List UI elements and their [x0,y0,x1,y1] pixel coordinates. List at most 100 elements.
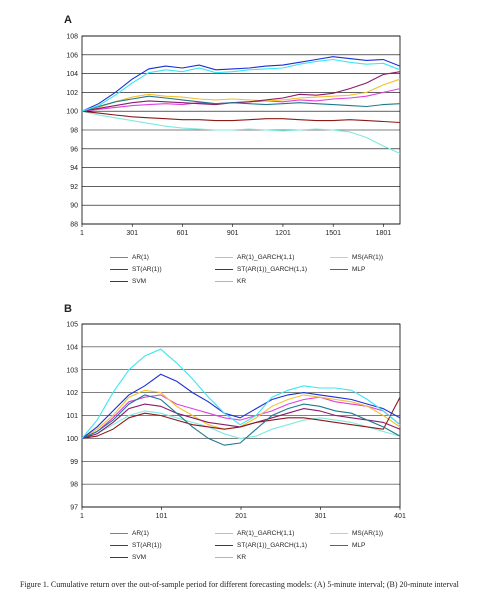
legend-label: MLP [352,266,366,273]
chart-a-x-tick-label: 1501 [325,230,341,237]
chart-a-series-st-ar-1 [81,71,401,112]
legend-label: KR [237,278,247,285]
chart-b-y-tick-label: 99 [70,459,78,466]
chart-a-legend-item-st-ar-1-garch-1-1: ST(AR(1))_GARCH(1,1) [215,266,307,273]
legend-label: SVM [132,278,147,285]
chart-b-series-kr [81,348,401,439]
chart-a-x-tick-label: 301 [126,230,138,237]
chart-a-series-st-ar-1-garch-1-1 [81,110,401,124]
chart-b-series-st-ar-1 [81,403,401,439]
chart-a-series-kr [81,58,401,112]
legend-swatch [110,257,128,258]
chart-a-series-svm [81,56,401,112]
legend-swatch [110,533,128,534]
chart-a-x-tick-label: 601 [177,230,189,237]
chart-a-y-tick-label: 90 [70,203,78,210]
legend-swatch [330,257,348,258]
legend-swatch [110,269,128,270]
chart-a-legend-item-ms-ar-1: MS(AR(1)) [330,254,383,261]
chart-a-series-mlp [81,95,401,112]
chart-a-series-ms-ar-1 [81,110,401,155]
legend-swatch [215,545,233,546]
chart-b-legend-item-st-ar-1: ST(AR(1)) [110,542,162,549]
chart-b-y-tick-label: 102 [66,390,78,397]
legend-label: AR(1) [132,530,149,537]
legend-label: AR(1)_GARCH(1,1) [237,254,295,261]
chart-b-series-ar-1 [81,394,401,439]
chart-a-legend-item-svm: SVM [110,278,146,285]
chart-b-legend-item-ms-ar-1: MS(AR(1)) [330,530,383,537]
chart-a-legend-item-ar-1-garch-1-1: AR(1)_GARCH(1,1) [215,254,294,261]
chart-a-legend-item-ar-1: AR(1) [110,254,149,261]
legend-label: ST(AR(1)) [132,266,162,273]
chart-a-y-tick-label: 88 [70,222,78,229]
chart-b-y-tick-label: 101 [66,413,78,420]
chart-a-x-tick-label: 1201 [275,230,291,237]
chart-a-y-tick-label: 100 [66,109,78,116]
chart-b-legend-item-mlp: MLP [330,542,365,549]
chart-b-x-tick-label: 1 [80,513,84,520]
panel-a-label: A [64,14,72,26]
chart-b-legend-item-svm: SVM [110,554,146,561]
legend-label: KR [237,554,247,561]
chart-b-y-tick-label: 97 [70,505,78,512]
chart-b: 97 98 99 100 101 102 103 104 105 1 101 201 301 401 [66,322,406,521]
legend-swatch [110,557,128,558]
chart-a-x-tick-label: 1 [80,230,84,237]
chart-b-legend-item-kr: KR [215,554,246,561]
legend-swatch [110,545,128,546]
chart-a-y-tick-label: 98 [70,128,78,135]
legend-swatch [330,269,348,270]
chart-a-x-tick-label: 901 [227,230,239,237]
legend-label: MS(AR(1)) [352,254,384,261]
chart-a: 88 90 92 94 96 98 100 102 104 106 108 1 301 601 901 120… [66,34,401,237]
legend-swatch [110,281,128,282]
chart-b-x-tick-label: 401 [394,513,406,520]
legend-swatch [215,257,233,258]
legend-label: SVM [132,554,147,561]
chart-b-x-tick-label: 301 [315,513,327,520]
legend-swatch [330,533,348,534]
legend-label: ST(AR(1))_GARCH(1,1) [237,542,308,549]
chart-b-legend-item-ar-1: AR(1) [110,530,149,537]
chart-b-y-tick-label: 98 [70,482,78,489]
chart-b-y-tick-label: 103 [66,367,78,374]
legend-swatch [330,545,348,546]
chart-a-y-tick-label: 104 [66,71,78,78]
chart-a-y-tick-label: 108 [66,34,78,41]
chart-b-y-tick-label: 105 [66,322,78,329]
chart-a-series-ar-1-garch-1-1 [81,78,401,112]
chart-a-legend-item-kr: KR [215,278,246,285]
chart-a-legend-item-st-ar-1: ST(AR(1)) [110,266,162,273]
legend-swatch [215,557,233,558]
chart-b-series-st-ar-1-garch-1-1 [81,396,401,439]
chart-b-y-tick-label: 104 [66,344,78,351]
chart-a-y-tick-label: 92 [70,184,78,191]
chart-a-x-tick-label: 1801 [376,230,392,237]
legend-label: AR(1)_GARCH(1,1) [237,530,295,537]
chart-a-legend-item-mlp: MLP [330,266,365,273]
legend-label: AR(1) [132,254,149,261]
chart-b-x-tick-label: 101 [156,513,168,520]
panel-b-label: B [64,303,72,315]
chart-b-legend-item-st-ar-1-garch-1-1: ST(AR(1))_GARCH(1,1) [215,542,307,549]
chart-b-y-tick-label: 100 [66,436,78,443]
chart-b-series-mlp [81,394,401,446]
chart-b-x-tick-label: 201 [235,513,247,520]
legend-label: MLP [352,542,366,549]
chart-b-series-ms-ar-1 [81,410,401,439]
legend-swatch [215,281,233,282]
legend-swatch [215,269,233,270]
legend-label: ST(AR(1)) [132,542,162,549]
legend-swatch [215,533,233,534]
chart-a-y-tick-label: 94 [70,165,78,172]
chart-a-y-tick-label: 106 [66,52,78,59]
chart-b-legend-item-ar-1-garch-1-1: AR(1)_GARCH(1,1) [215,530,294,537]
chart-a-y-tick-label: 96 [70,146,78,153]
figure-caption: Figure 1. Cumulative return over the out… [20,580,459,589]
chart-b-series-svm [81,373,401,439]
legend-label: MS(AR(1)) [352,530,384,537]
chart-b-series-ar-1-garch-1-1 [81,389,401,439]
legend-label: ST(AR(1))_GARCH(1,1) [237,266,308,273]
